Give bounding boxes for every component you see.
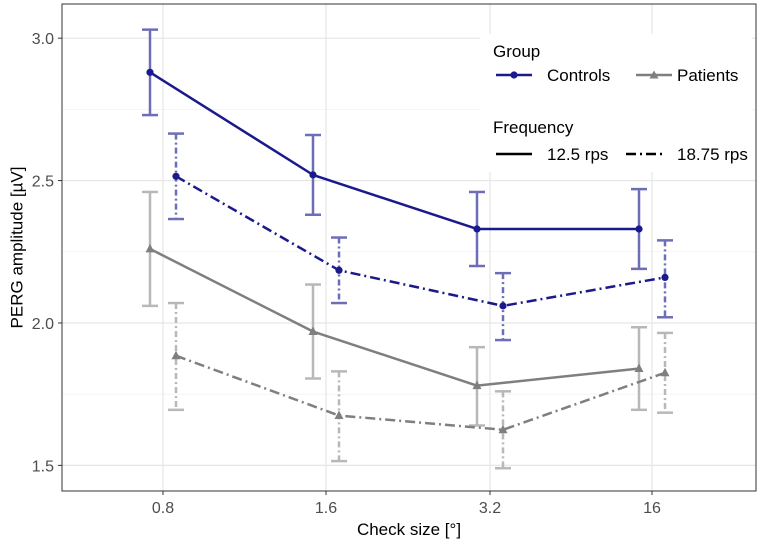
data-point <box>660 367 670 377</box>
data-point <box>473 225 481 233</box>
x-tick-label: 3.2 <box>479 500 501 517</box>
legend-patients-marker <box>649 70 659 79</box>
legend-key-controls <box>496 71 532 79</box>
x-tick-label: 16 <box>643 500 661 517</box>
series-line <box>149 71 639 231</box>
legend-controls-label: Controls <box>547 66 610 85</box>
data-point <box>171 350 181 360</box>
data-point <box>334 410 344 420</box>
y-tick-label: 1.5 <box>32 458 54 475</box>
legend-12-5-rps-label: 12.5 rps <box>547 145 608 164</box>
y-tick-label: 2.0 <box>32 316 54 333</box>
legend-patients-label: Patients <box>677 66 738 85</box>
series-controls-18-75-rps <box>168 132 673 342</box>
data-point <box>308 326 318 336</box>
legend-group-title: Group <box>493 42 540 61</box>
y-tick-label: 2.5 <box>32 174 54 191</box>
plot-panel-border <box>61 3 757 492</box>
data-point <box>309 171 317 179</box>
legend-18-75-rps-label: 18.75 rps <box>677 145 748 164</box>
legend-background <box>480 34 752 172</box>
data-point <box>635 225 643 233</box>
data-point <box>634 363 644 373</box>
series-controls-12-5-rps <box>142 28 647 271</box>
legend: Group Controls Patients Frequency 12.5 r… <box>480 34 752 172</box>
x-axis-title: Check size [°] <box>357 520 461 539</box>
data-point <box>172 172 180 180</box>
legend-key-patients <box>636 70 672 79</box>
series-patients-12-5-rps <box>142 190 647 427</box>
axes: 1.5 2.0 2.5 3.0 0.8 1.6 3.2 16 <box>32 31 661 517</box>
y-axis-title: PERG amplitude [µV] <box>7 167 26 329</box>
legend-controls-marker <box>510 71 518 79</box>
data-point <box>145 243 155 253</box>
data-point <box>146 68 154 76</box>
grid-lines <box>62 4 756 491</box>
data-point <box>661 273 669 282</box>
data-point <box>335 266 343 274</box>
data-series <box>142 28 673 470</box>
series-line <box>149 247 640 387</box>
series-patients-18-75-rps <box>168 301 673 470</box>
x-tick-label: 1.6 <box>315 500 337 517</box>
legend-frequency-title: Frequency <box>493 118 574 137</box>
data-point <box>499 302 507 310</box>
data-point <box>472 380 482 390</box>
data-point <box>498 424 508 434</box>
x-tick-label: 0.8 <box>152 500 174 517</box>
y-tick-label: 3.0 <box>32 31 54 48</box>
series-line <box>175 175 666 308</box>
series-line <box>175 354 666 432</box>
